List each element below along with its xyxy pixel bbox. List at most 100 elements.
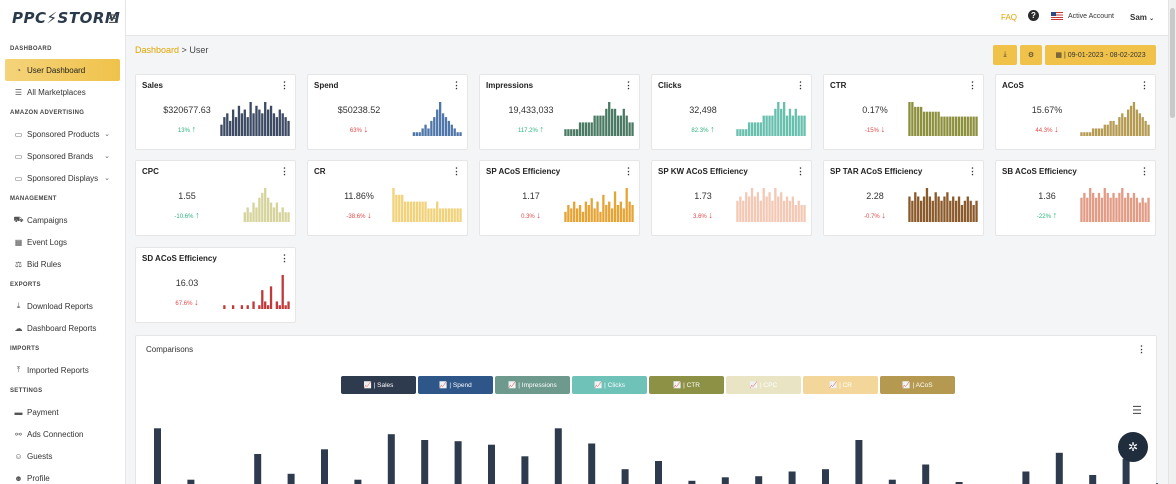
sidebar-item-download-reports[interactable]: ⤓ Download Reports bbox=[5, 295, 120, 317]
sidebar-item-event-logs[interactable]: ▦ Event Logs bbox=[5, 231, 120, 253]
sidebar-item-user-dashboard[interactable]: ◔ User Dashboard bbox=[5, 59, 120, 81]
box-icon: ▭ bbox=[14, 173, 23, 183]
page-scrollbar[interactable] bbox=[1168, 0, 1176, 484]
legend-toggle-spend[interactable]: 📈 | Spend bbox=[418, 376, 493, 394]
card-menu-icon[interactable]: ⋮ bbox=[280, 80, 289, 90]
legend-toggle-cpc[interactable]: 📈 | CPC bbox=[726, 376, 801, 394]
card-menu-icon[interactable]: ⋮ bbox=[452, 80, 461, 90]
legend-toggle-ctr[interactable]: 📈 | CTR bbox=[649, 376, 724, 394]
comparison-bar bbox=[922, 464, 930, 484]
legend-toggle-impressions[interactable]: 📈 | Impressions bbox=[495, 376, 570, 394]
sidebar-item-campaigns[interactable]: ⛟ Campaigns bbox=[5, 209, 120, 231]
support-fab[interactable]: ✲ bbox=[1118, 432, 1148, 462]
sparkline-bar bbox=[427, 128, 430, 136]
sidebar-section-title: DASHBOARD bbox=[10, 46, 52, 52]
sidebar-item-bid-rules[interactable]: ⚖ Bid Rules bbox=[5, 253, 120, 275]
faq-link[interactable]: FAQ bbox=[1001, 13, 1018, 22]
box-icon: ▭ bbox=[14, 151, 23, 161]
comparison-bar bbox=[387, 434, 395, 484]
comparisons-menu-icon[interactable]: ⋮ bbox=[1137, 344, 1146, 354]
sparkline-chart bbox=[223, 275, 290, 309]
sparkline-bar bbox=[570, 129, 573, 136]
app-logo[interactable]: PPC⚡STORM bbox=[12, 9, 121, 27]
sparkline-bar bbox=[456, 208, 459, 222]
sparkline-bar bbox=[226, 113, 229, 136]
sparkline-bar bbox=[581, 122, 585, 136]
sparkline-bar bbox=[1132, 102, 1136, 136]
legend-toggle-clicks[interactable]: 📈 | Clicks bbox=[572, 376, 647, 394]
sparkline-bar bbox=[957, 116, 961, 136]
legend-toggle-cr[interactable]: 📈 | CR bbox=[803, 376, 878, 394]
card-menu-icon[interactable]: ⋮ bbox=[1140, 80, 1149, 90]
sidebar-item-payment[interactable]: ▬ Payment bbox=[5, 401, 120, 423]
comparison-bar bbox=[488, 444, 495, 484]
card-value: 1.17 bbox=[522, 191, 540, 201]
sparkline-bar bbox=[1126, 109, 1130, 136]
sparkline-bar bbox=[771, 115, 774, 136]
settings-button[interactable]: ⚙ bbox=[1020, 45, 1042, 65]
sparkline-bar bbox=[1091, 128, 1095, 136]
sparkline-bar bbox=[427, 208, 430, 222]
sidebar-item-profile[interactable]: ☻ Profile bbox=[5, 467, 120, 484]
card-menu-icon[interactable]: ⋮ bbox=[796, 166, 805, 176]
sparkline-bar bbox=[1135, 197, 1139, 222]
sparkline-bar bbox=[1086, 132, 1089, 136]
sidebar-item-dashboard-reports[interactable]: ☁ Dashboard Reports bbox=[5, 317, 120, 339]
card-title: ACoS bbox=[1002, 81, 1024, 90]
card-menu-icon[interactable]: ⋮ bbox=[968, 166, 977, 176]
user-menu[interactable]: Sam ⌄ bbox=[1130, 13, 1155, 22]
sparkline-bar bbox=[628, 122, 631, 136]
card-menu-icon[interactable]: ⋮ bbox=[1140, 166, 1149, 176]
sparkline-bar bbox=[564, 129, 567, 136]
sparkline-bar bbox=[946, 192, 949, 222]
sidebar-item-sponsored-products[interactable]: ▭ Sponsored Products ⌄ bbox=[5, 123, 120, 145]
date-range-button[interactable]: ▦ | 09-01-2023 - 08-02-2023 bbox=[1045, 45, 1156, 65]
chart-menu-icon[interactable]: ☰ bbox=[1132, 405, 1142, 417]
breadcrumb-dashboard-link[interactable]: Dashboard bbox=[135, 45, 180, 55]
sparkline-bar bbox=[424, 124, 427, 136]
sidebar-item-ads-connection[interactable]: ⚯ Ads Connection bbox=[5, 423, 120, 445]
sidebar-item-label: Bid Rules bbox=[27, 259, 62, 269]
sparkline-bar bbox=[768, 192, 771, 222]
sparkline-bar bbox=[1100, 128, 1104, 136]
sparkline-bar bbox=[1109, 197, 1112, 222]
sidebar-item-label: Guests bbox=[27, 451, 53, 461]
card-menu-icon[interactable]: ⋮ bbox=[452, 166, 461, 176]
download-button[interactable]: ⤓ bbox=[993, 45, 1017, 65]
card-change: 82.3% ↑ bbox=[691, 124, 715, 134]
card-menu-icon[interactable]: ⋮ bbox=[624, 166, 633, 176]
metric-card-sp-kw-acos-efficiency: SP KW ACoS Efficiency ⋮ 1.73 3.6% ↓ bbox=[651, 160, 812, 236]
sparkline-bar bbox=[610, 108, 614, 136]
card-change: -0.7% ↓ bbox=[864, 210, 886, 220]
card-menu-icon[interactable]: ⋮ bbox=[796, 80, 805, 90]
legend-toggle-acos[interactable]: 📈 | ACoS bbox=[880, 376, 955, 394]
sparkline-bar bbox=[438, 102, 442, 136]
sidebar-item-guests[interactable]: ☺ Guests bbox=[5, 445, 120, 467]
sparkline-bar bbox=[957, 196, 961, 222]
sparkline-bar bbox=[791, 115, 795, 136]
sparkline-bar bbox=[1094, 128, 1098, 136]
chart-line-icon: 📈 bbox=[508, 382, 517, 389]
active-account-selector[interactable]: Active Account bbox=[1068, 13, 1114, 20]
sparkline-bar bbox=[272, 207, 276, 222]
sidebar-item-sponsored-brands[interactable]: ▭ Sponsored Brands ⌄ bbox=[5, 145, 120, 167]
help-icon[interactable]: ? bbox=[1028, 10, 1039, 21]
sparkline-bar bbox=[243, 109, 246, 136]
sidebar-item-all-marketplaces[interactable]: ☰ All Marketplaces bbox=[5, 81, 120, 103]
card-value: 15.67% bbox=[1031, 105, 1063, 115]
menu-toggle-icon[interactable]: ☰ bbox=[108, 12, 119, 26]
sparkline-bar bbox=[756, 192, 760, 222]
card-menu-icon[interactable]: ⋮ bbox=[968, 80, 977, 90]
card-icon: ▬ bbox=[14, 407, 23, 417]
card-menu-icon[interactable]: ⋮ bbox=[280, 253, 289, 263]
sidebar-item-sponsored-displays[interactable]: ▭ Sponsored Displays ⌄ bbox=[5, 167, 120, 189]
breadcrumb-current: User bbox=[189, 45, 209, 55]
sidebar-item-imported-reports[interactable]: ⤒ Imported Reports bbox=[5, 359, 120, 381]
metric-card-clicks: Clicks ⋮ 32,498 82.3% ↑ bbox=[651, 74, 812, 150]
card-value: 2.28 bbox=[866, 191, 884, 201]
sidebar-item-label: Event Logs bbox=[27, 237, 68, 247]
metric-card-sp-tar-acos-efficiency: SP TAR ACoS Efficiency ⋮ 2.28 -0.7% ↓ bbox=[823, 160, 984, 236]
legend-toggle-sales[interactable]: 📈 | Sales bbox=[341, 376, 416, 394]
card-menu-icon[interactable]: ⋮ bbox=[624, 80, 633, 90]
card-menu-icon[interactable]: ⋮ bbox=[280, 166, 289, 176]
